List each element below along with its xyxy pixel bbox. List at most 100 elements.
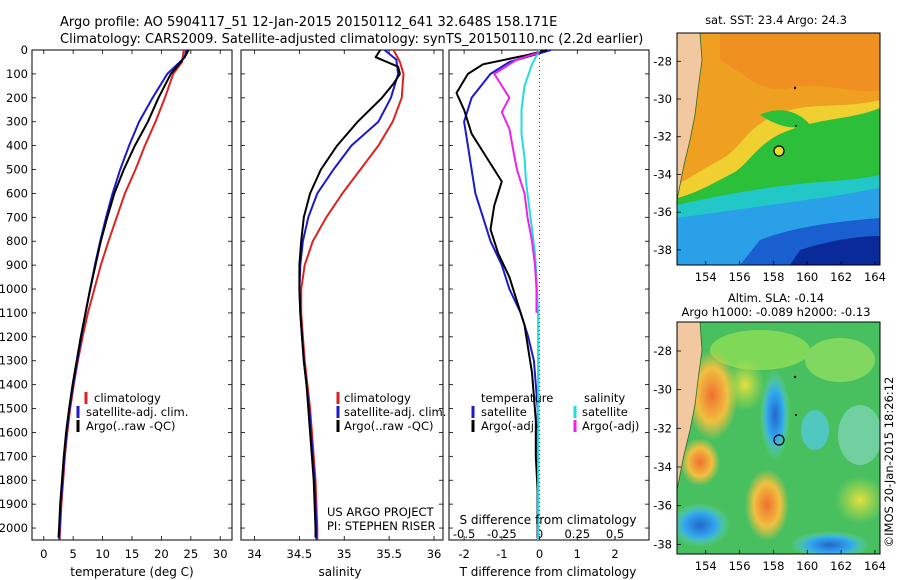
x-tick-label: 5 <box>70 547 77 561</box>
x-tick-label: 35.5 <box>376 547 402 561</box>
lon-tick-label: 154 <box>695 270 717 284</box>
temperature-legend: climatology satellite-adj. clim. Argo(..… <box>76 391 188 433</box>
depth-tick-label: 800 <box>6 234 28 248</box>
sla-map-title: Altim. SLA: -0.14 <box>728 291 824 305</box>
sla-map <box>677 322 880 554</box>
legend-climatology-label: climatology <box>344 391 411 405</box>
lat-tick-label: -34 <box>653 167 672 181</box>
sla-cold-eddy <box>790 531 870 554</box>
depth-tick-label: 700 <box>6 210 28 224</box>
depth-tick-label: 100 <box>6 67 28 81</box>
x-tick-label: 15 <box>125 547 140 561</box>
sst-map-frame <box>676 32 881 266</box>
t-difference-axis: -2 -1 0 1 2 <box>458 50 619 561</box>
depth-tick-label: 2000 <box>0 521 28 535</box>
series-line-satellite-adj-clim <box>58 49 188 541</box>
sla-island-dot <box>795 414 797 416</box>
difference-series <box>455 49 552 540</box>
sla-float-marker <box>773 434 785 446</box>
lat-tick-label: -34 <box>653 460 672 474</box>
x-tick-label: 36 <box>427 547 442 561</box>
depth-tick-label: 600 <box>6 186 28 200</box>
difference-legend: temperature salinity satellite Argo(-adj… <box>471 391 639 433</box>
legend-t-satellite-label: satellite <box>481 405 527 419</box>
lat-tick-label: -36 <box>653 205 672 219</box>
salinity-xlabel: salinity <box>318 565 361 579</box>
lat-tick-label: -32 <box>653 130 672 144</box>
lat-tick-label: -28 <box>653 54 672 68</box>
depth-tick-label: 1500 <box>0 402 28 416</box>
depth-tick-label: 0 <box>21 43 28 57</box>
imos-timestamp: ©IMOS 20-Jan-2015 18:26:12 <box>882 377 896 548</box>
x-tick-label: 0.5 <box>606 527 624 541</box>
legend-climatology-label: climatology <box>94 391 161 405</box>
legend-temperature-title: temperature <box>481 391 553 405</box>
difference-panel-frame <box>448 49 650 541</box>
sla-anomaly-blob <box>805 338 875 382</box>
depth-tick-label: 1000 <box>0 282 28 296</box>
lat-tick-label: -30 <box>653 92 672 106</box>
lon-tick-label: 162 <box>830 559 852 573</box>
sla-map-subtitle: Argo h1000: -0.089 h2000: -0.13 <box>681 305 870 319</box>
sla-warm-eddy <box>745 469 789 541</box>
x-tick-label: 0 <box>40 547 47 561</box>
x-tick-label: 34 <box>247 547 262 561</box>
series-line-temperature-argo-adj <box>455 49 548 538</box>
temperature-series <box>57 49 190 541</box>
pi-credit: PI: STEPHEN RISER <box>327 519 436 533</box>
x-tick-label: -0.5 <box>453 527 475 541</box>
lat-tick-label: -38 <box>653 537 672 551</box>
x-tick-label: -0.25 <box>487 527 517 541</box>
sst-warm-north <box>720 33 880 92</box>
lon-tick-label: 154 <box>695 559 717 573</box>
temperature-xlabel: temperature (deg C) <box>70 565 193 579</box>
depth-tick-label: 200 <box>6 91 28 105</box>
x-tick-label: 20 <box>154 547 169 561</box>
t-difference-xlabel: T difference from climatology <box>459 565 637 579</box>
depth-tick-label: 500 <box>6 163 28 177</box>
legend-argo-label: Argo(..raw -QC) <box>86 419 176 433</box>
legend-satellite-label: satellite-adj. clim. <box>86 405 188 419</box>
sst-island-dot <box>793 86 797 90</box>
legend-satellite-label: satellite-adj. clim. <box>344 405 446 419</box>
series-line-argo-raw-qc <box>57 49 190 538</box>
sst-island-dot <box>795 125 797 127</box>
header-line-1: Argo profile: AO 5904117_51 12-Jan-2015 … <box>60 15 557 30</box>
sla-cold-eddy <box>760 370 790 460</box>
sst-map-axes: 154 156 158 160 162 164 -28 -30 -32 -34 -36 -38 <box>653 54 886 284</box>
legend-argo-label: Argo(..raw -QC) <box>344 419 434 433</box>
x-tick-label: 10 <box>95 547 110 561</box>
temperature-panel-frame <box>31 49 233 541</box>
salinity-axis: 34 34.5 35 35.5 36 <box>247 50 441 561</box>
sst-darkblue-zone <box>790 236 880 265</box>
lat-tick-label: -36 <box>653 499 672 513</box>
lon-tick-label: 162 <box>830 270 852 284</box>
depth-tick-label: 1200 <box>0 330 28 344</box>
lon-tick-label: 160 <box>796 559 818 573</box>
series-line-salinity-argo-adj <box>493 51 540 313</box>
depth-tick-label: 1700 <box>0 449 28 463</box>
lon-tick-label: 158 <box>762 270 784 284</box>
x-tick-label: 30 <box>213 547 228 561</box>
sla-positive-blob <box>725 359 765 411</box>
x-tick-label: 34.5 <box>287 547 313 561</box>
sst-land-australia <box>677 33 703 201</box>
header-line-2: Climatology: CARS2009. Satellite-adjuste… <box>60 32 643 47</box>
lon-tick-label: 164 <box>864 270 886 284</box>
sla-land-australia <box>677 322 703 491</box>
sla-anomaly-blob <box>838 405 880 465</box>
sla-cold-eddy <box>677 503 730 547</box>
lon-tick-label: 156 <box>729 559 751 573</box>
lat-tick-label: -38 <box>653 243 672 257</box>
sst-green-patch <box>760 110 810 128</box>
depth-axis: 0 100 200 300 400 500 600 700 800 900 1000 1100 1200… <box>0 43 649 535</box>
x-tick-label: 1 <box>574 547 581 561</box>
legend-t-argo-label: Argo(-adj) <box>481 419 538 433</box>
sst-map <box>677 33 880 265</box>
legend-s-argo-label: Argo(-adj) <box>582 419 639 433</box>
sst-float-marker <box>773 145 785 157</box>
series-line-argo-raw-qc <box>298 49 401 538</box>
series-line-climatology <box>58 49 185 541</box>
x-tick-label: 25 <box>184 547 199 561</box>
